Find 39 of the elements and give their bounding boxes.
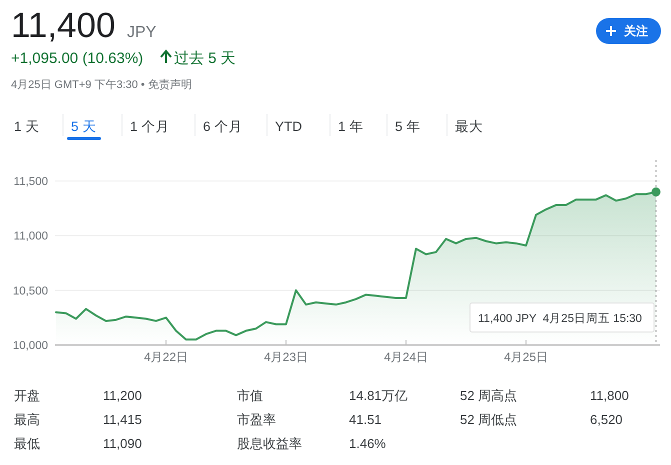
text: 市值 <box>237 388 263 403</box>
x-tick-label: 4月25日 <box>504 350 548 364</box>
text: 开盘 <box>14 388 40 403</box>
text: 最大 <box>455 119 483 134</box>
text: 11,090 <box>103 436 142 451</box>
text: 11,800 <box>590 388 629 403</box>
text: 1.46% <box>349 436 386 451</box>
text: 6,520 <box>590 412 623 427</box>
text: 股息收益率 <box>237 436 302 451</box>
text: 1 年 <box>338 119 364 134</box>
text: 11,200 <box>103 388 142 403</box>
text: +1,095.00 (10.63%) <box>11 50 144 67</box>
x-tick-label: 4月24日 <box>384 350 428 364</box>
y-tick-label: 11,000 <box>14 230 48 243</box>
y-tick-label: 10,500 <box>12 285 48 298</box>
text: 52 周低点 <box>460 412 518 427</box>
text: 最高 <box>14 412 40 427</box>
x-tick-label: 4月23日 <box>264 350 308 364</box>
text: 5 年 <box>395 119 420 134</box>
annotation: 11,400 JPY 4月25日周五 15:30 <box>478 312 642 325</box>
text: 6 个月 <box>203 119 242 134</box>
text: 1 天 <box>14 119 40 134</box>
text: 1 个月 <box>130 119 170 134</box>
text: 11,415 <box>103 412 142 427</box>
text: 4月25日 GMT+9 下午3:30 • 免责声明 <box>11 78 192 91</box>
text: 52 周高点 <box>460 388 518 403</box>
text: 14.81万亿 <box>349 388 408 403</box>
text: 最低 <box>14 436 40 451</box>
y-tick-label: 10,000 <box>12 340 48 352</box>
text: YTD <box>275 119 302 134</box>
x-tick-label: 4月22日 <box>144 350 188 364</box>
y-tick-label: 11,500 <box>14 176 48 188</box>
text: 市盈率 <box>237 412 276 427</box>
text: JPY <box>127 24 157 41</box>
text: 41.51 <box>349 412 382 427</box>
text: 过去 5 天 <box>174 50 236 67</box>
text: 关注 <box>623 24 648 38</box>
text: 5 天 <box>71 119 96 134</box>
chart-title: 11,400 <box>11 6 116 45</box>
